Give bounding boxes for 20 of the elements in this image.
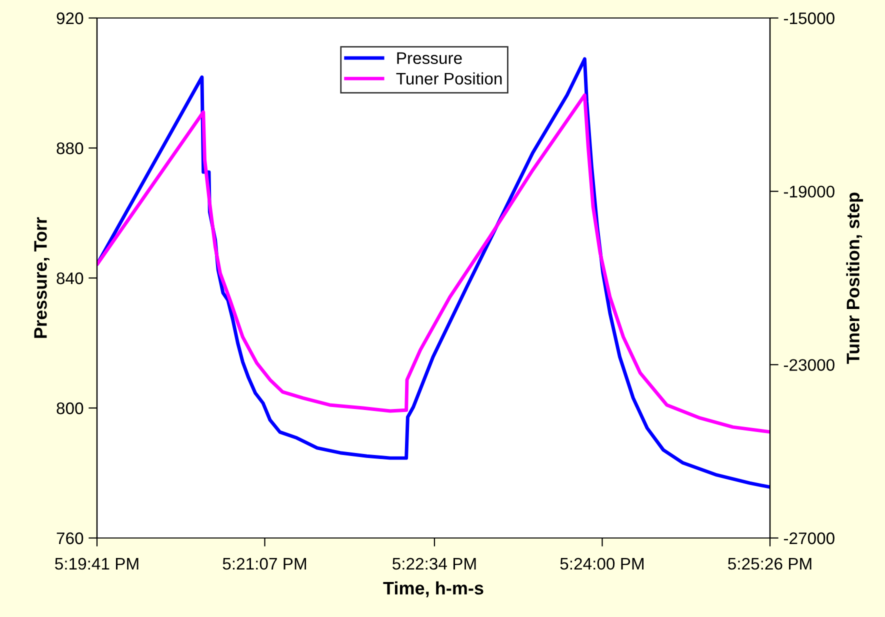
y2-axis-title: Tuner Position, step: [846, 192, 864, 364]
y2-tick-label: -19000: [784, 186, 834, 198]
x-tick-label: 5:22:34 PM: [392, 558, 476, 570]
line-series: [97, 93, 770, 434]
x-tick-label: 5:19:41 PM: [55, 558, 138, 570]
y-tick-label: 840: [56, 272, 84, 284]
y-axis-title: Pressure, Torr: [34, 217, 50, 338]
x-tick-label: 5:21:07 PM: [222, 558, 306, 570]
x-axis-title: Time, h-m-s: [383, 581, 484, 598]
x-tick-label: 5:25:26 PM: [728, 558, 812, 570]
y-tick-label: 920: [56, 12, 84, 24]
y-tick-label: 880: [56, 142, 84, 154]
y-tick-label: 800: [56, 402, 84, 414]
y2-tick-label: -27000: [784, 532, 834, 544]
y2-tick-label: -23000: [784, 359, 834, 371]
y2-tick-label: -15000: [784, 12, 834, 24]
y-tick-label: 760: [56, 532, 84, 544]
x-tick-label: 5:24:00 PM: [560, 558, 644, 570]
legend-label: Tuner Position: [396, 72, 502, 85]
legend-label: Pressure: [397, 52, 462, 64]
